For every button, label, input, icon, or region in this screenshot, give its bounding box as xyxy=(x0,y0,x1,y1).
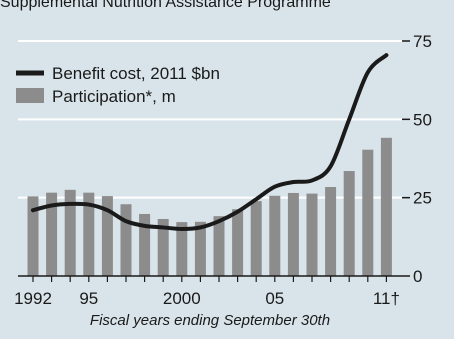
bar xyxy=(380,137,392,276)
bar xyxy=(139,213,151,276)
bar xyxy=(362,149,374,276)
y-tick-label: 50 xyxy=(413,110,432,129)
line-group xyxy=(31,53,389,231)
bar xyxy=(101,196,113,276)
bar xyxy=(232,209,244,276)
benefit-cost-line xyxy=(31,53,389,231)
bar xyxy=(269,195,281,276)
bar xyxy=(176,222,188,276)
bars-group xyxy=(27,137,392,276)
x-tick-label: 95 xyxy=(79,289,98,308)
bar xyxy=(213,216,225,276)
y-tick-label: 75 xyxy=(413,32,432,51)
bar xyxy=(46,192,58,276)
bar xyxy=(83,192,95,276)
chart-subtitle: Supplemental Nutrition Assistance Progra… xyxy=(0,0,331,11)
x-axis-label: Fiscal years ending September 30th xyxy=(90,312,330,329)
legend-bar-swatch xyxy=(16,88,44,103)
x-axis-ticks: 1992 95 2000 05 11† xyxy=(14,276,400,308)
gridlines xyxy=(18,40,402,199)
bar xyxy=(27,196,39,276)
x-tick-label: 2000 xyxy=(163,289,201,308)
legend-label-benefit-cost: Benefit cost, 2011 $bn xyxy=(52,64,220,83)
bar xyxy=(120,204,132,276)
bar xyxy=(343,171,355,276)
x-tick-label: 1992 xyxy=(14,289,52,308)
bar xyxy=(194,221,206,276)
bar xyxy=(306,193,318,276)
y-tick-label: 0 xyxy=(413,267,422,286)
y-axis-ticks: 0 25 50 75 xyxy=(402,32,432,286)
bar xyxy=(250,201,262,276)
x-tick-label: 05 xyxy=(265,289,284,308)
bar xyxy=(157,218,169,276)
y-tick-label: 25 xyxy=(413,189,432,208)
bar xyxy=(64,189,76,276)
bar xyxy=(325,187,337,276)
x-tick-label: 11† xyxy=(373,289,400,308)
legend: Benefit cost, 2011 $bn Participation*, m xyxy=(16,64,220,106)
legend-label-participation: Participation*, m xyxy=(52,87,176,106)
bar xyxy=(287,192,299,276)
